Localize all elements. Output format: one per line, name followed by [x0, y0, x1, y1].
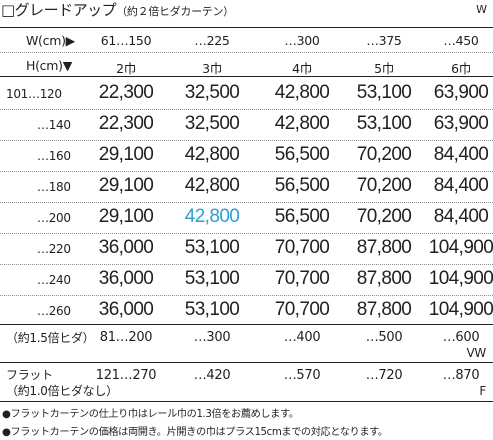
flat-range: …420 — [193, 368, 231, 383]
fold15-label: （約1.5倍ヒダ） — [6, 331, 95, 345]
title-sub: （約２倍ヒダカーテン） — [116, 5, 234, 18]
fold15-unit: VW — [466, 346, 487, 360]
panel-count: 4巾 — [292, 61, 312, 76]
height-range-label: …200 — [37, 211, 71, 225]
divider — [0, 27, 493, 28]
price-cell: 42,800 — [274, 82, 330, 103]
height-header-label: H(cm)▼ — [26, 58, 73, 73]
price-cell: 56,500 — [274, 206, 330, 227]
height-range-label: …220 — [37, 242, 71, 256]
height-range-label: …260 — [37, 304, 71, 318]
divider — [0, 401, 493, 402]
divider — [0, 295, 493, 296]
divider — [0, 76, 493, 77]
width-range: 61…150 — [100, 33, 152, 48]
panel-count: 3巾 — [202, 61, 222, 76]
height-range-label: …140 — [37, 118, 71, 132]
page-title: □グレードアップ（約２倍ヒダカーテン） — [1, 1, 234, 21]
price-cell-highlighted: 42,800 — [184, 206, 240, 227]
footnote: ●フラットカーテンの価格は両開き。片開きの巾はプラス15cmまでの対応となります… — [2, 427, 388, 438]
price-cell: 36,000 — [98, 268, 154, 289]
price-cell: 87,800 — [356, 299, 412, 320]
price-cell: 84,400 — [433, 175, 489, 196]
height-range-label: …160 — [37, 149, 71, 163]
price-cell: 70,200 — [356, 175, 412, 196]
price-cell: 53,100 — [356, 113, 412, 134]
fold15-range: 81…200 — [99, 330, 153, 345]
divider — [0, 233, 493, 234]
title-main: □グレードアップ — [1, 1, 117, 19]
flat-range: 121…270 — [95, 368, 157, 383]
price-cell: 22,300 — [98, 82, 154, 103]
height-range-label: 101…120 — [6, 87, 62, 101]
divider — [0, 140, 493, 141]
width-header-label: W(cm)▶ — [26, 33, 75, 48]
panel-count: 5巾 — [374, 61, 394, 76]
flat-label: フラット — [6, 368, 53, 382]
price-cell: 63,900 — [433, 113, 489, 134]
width-range: …375 — [366, 33, 402, 48]
divider — [0, 171, 493, 172]
fold15-range: …300 — [193, 330, 231, 345]
width-range: …450 — [443, 33, 479, 48]
flat-range: …870 — [442, 368, 480, 383]
price-cell: 70,700 — [274, 268, 330, 289]
price-cell: 29,100 — [98, 175, 154, 196]
price-cell: 87,800 — [356, 237, 412, 258]
price-cell: 42,800 — [184, 144, 240, 165]
price-cell: 36,000 — [98, 237, 154, 258]
divider — [0, 52, 493, 53]
divider — [0, 109, 493, 110]
price-cell: 70,200 — [356, 144, 412, 165]
price-cell: 70,700 — [274, 299, 330, 320]
price-cell: 87,800 — [356, 268, 412, 289]
price-cell: 53,100 — [356, 82, 412, 103]
width-range: …300 — [284, 33, 320, 48]
price-cell: 53,100 — [184, 237, 240, 258]
price-cell: 56,500 — [274, 144, 330, 165]
flat-sublabel: （約1.0倍ヒダなし） — [6, 384, 118, 398]
flat-unit: F — [479, 384, 486, 398]
price-cell: 32,500 — [184, 113, 240, 134]
flat-range: …720 — [365, 368, 403, 383]
price-cell: 56,500 — [274, 175, 330, 196]
price-cell: 29,100 — [98, 144, 154, 165]
price-cell: 104,900 — [428, 299, 493, 320]
price-cell: 53,100 — [184, 299, 240, 320]
divider — [0, 202, 493, 203]
flat-range: …570 — [283, 368, 321, 383]
price-cell: 63,900 — [433, 82, 489, 103]
fold15-range: …400 — [283, 330, 321, 345]
price-cell: 84,400 — [433, 206, 489, 227]
price-cell: 42,800 — [184, 175, 240, 196]
height-range-label: …180 — [37, 180, 71, 194]
divider — [0, 362, 493, 363]
price-cell: 32,500 — [184, 82, 240, 103]
divider — [0, 324, 493, 325]
price-cell: 104,900 — [428, 237, 493, 258]
price-cell: 53,100 — [184, 268, 240, 289]
panel-count: 2巾 — [116, 61, 136, 76]
price-cell: 84,400 — [433, 144, 489, 165]
price-cell: 42,800 — [274, 113, 330, 134]
price-cell: 22,300 — [98, 113, 154, 134]
price-cell: 29,100 — [98, 206, 154, 227]
corner-w-label: W — [476, 3, 487, 16]
width-range: …225 — [194, 33, 230, 48]
price-cell: 70,200 — [356, 206, 412, 227]
fold15-range: …500 — [365, 330, 403, 345]
price-cell: 70,700 — [274, 237, 330, 258]
price-cell: 104,900 — [428, 268, 493, 289]
price-cell: 36,000 — [98, 299, 154, 320]
height-range-label: …240 — [37, 273, 71, 287]
panel-count: 6巾 — [451, 61, 471, 76]
footnote: ●フラットカーテンの仕上り巾はレール巾の1.3倍をお薦めします。 — [2, 409, 299, 420]
divider — [0, 264, 493, 265]
fold15-range: …600 — [442, 330, 480, 345]
